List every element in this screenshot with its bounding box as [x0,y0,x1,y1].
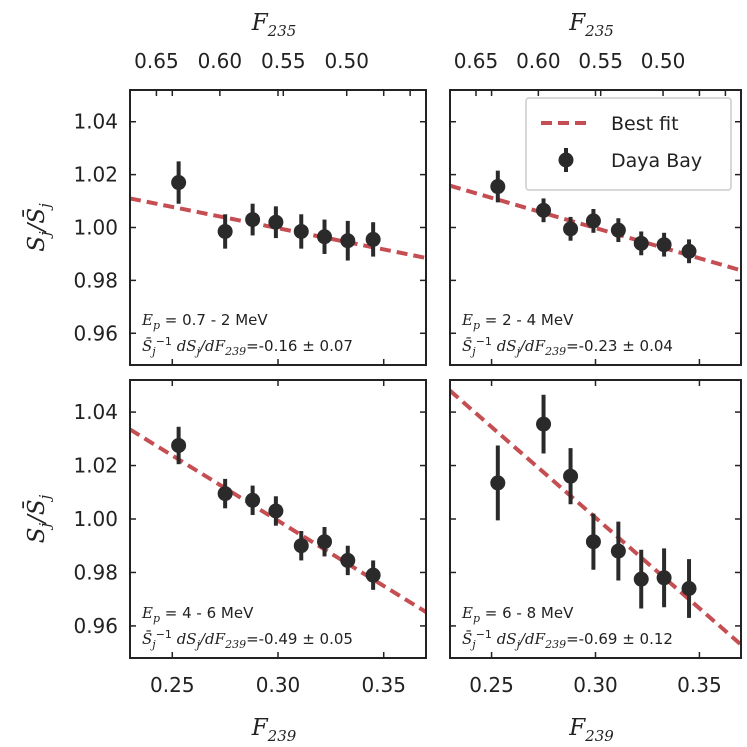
data-point [656,570,672,586]
data-point [217,223,233,239]
data-point [633,235,649,251]
energy-label: Ep = 6 - 8 MeV [461,604,574,625]
best-fit-line [130,427,426,614]
top-axis-title: F235 [251,10,297,40]
x-tick-label: 0.30 [256,673,301,697]
y-tick-label: 0.98 [73,560,118,584]
slope-label: S̄j−1 dSj/dF239=-0.69 ± 0.12 [462,628,673,651]
data-point [490,475,506,491]
data-point [536,202,552,218]
data-point [317,229,333,245]
data-point [268,503,284,519]
top-tick-label: 0.60 [198,49,243,73]
y-tick-label: 0.96 [73,321,118,345]
data-point [365,231,381,247]
data-point [563,468,579,484]
top-tick-label: 0.50 [324,49,369,73]
top-tick-label: 0.60 [516,49,561,73]
data-point [245,212,261,228]
x-tick-label: 0.25 [150,673,195,697]
x-axis-title: F239 [251,715,297,745]
top-tick-label: 0.55 [261,49,306,73]
top-axis-title: F235 [568,10,614,40]
data-point [293,538,309,554]
data-point [585,213,601,229]
top-tick-label: 0.50 [641,49,686,73]
slope-label: S̄j−1 dSj/dF239=-0.16 ± 0.07 [142,335,353,358]
data-point [681,243,697,259]
data-point [610,543,626,559]
data-point [340,552,356,568]
legend: Best fit Daya Bay [525,97,732,191]
data-point [681,581,697,596]
data-point [490,179,506,195]
panel-3: 0.25 0.30 0.35 F239 0.96 0.98 1.00 1.02 1.04 Sj/S… [23,379,427,745]
panel-1: 0.65 0.60 0.55 0.50 F235 0.96 0.98 1.00 1.02 1.04… [23,10,427,366]
energy-label: Ep = 4 - 6 MeV [141,604,254,625]
y-tick-label: 1.02 [73,454,118,478]
y-axis-title: Sj/S̄j [23,203,54,252]
x-axis-title: F239 [568,715,614,745]
x-tick-label: 0.25 [469,673,514,697]
y-tick-label: 1.04 [73,110,118,134]
slope-label: S̄j−1 dSj/dF239=-0.49 ± 0.05 [142,628,353,651]
legend-data-label: Daya Bay [611,150,702,172]
x-tick-label: 0.30 [573,673,618,697]
data-point [656,237,672,253]
y-tick-label: 0.96 [73,614,118,638]
best-fit-line [450,389,741,647]
top-tick-label: 0.55 [578,49,623,73]
data-point [633,571,649,587]
x-tick-label: 0.35 [361,673,406,697]
top-tick-label: 0.65 [134,49,179,73]
data-point [171,175,187,191]
energy-label: Ep = 2 - 4 MeV [461,311,574,332]
y-axis-title: Sj/S̄j [23,494,54,543]
top-tick-label: 0.65 [454,49,499,73]
data-point [217,486,233,502]
legend-fit-label: Best fit [611,113,679,135]
energy-label: Ep = 0.7 - 2 MeV [141,311,268,332]
data-point [317,534,333,550]
y-tick-label: 1.00 [73,507,118,531]
slope-label: S̄j−1 dSj/dF239=-0.23 ± 0.04 [462,335,673,358]
x-tick-label: 0.35 [677,673,722,697]
data-point [340,233,356,249]
data-point [171,437,187,453]
data-point [536,416,552,432]
data-point [245,492,261,508]
data-point [268,214,284,230]
y-tick-label: 0.98 [73,268,118,292]
panel-2: 0.65 0.60 0.55 0.50 F235 Ep = 2 - 4 MeV S̄j−1 … [449,10,742,366]
legend-box [525,97,732,191]
y-tick-label: 1.04 [73,400,118,424]
data-point [585,534,601,550]
data-point [563,221,579,237]
data-point [293,223,309,239]
legend-data-swatch [558,152,574,168]
y-tick-label: 1.00 [73,216,118,240]
panel-4: 0.25 0.30 0.35 F239 Ep = 6 - 8 MeV S̄j−1 dSj/… [449,379,742,745]
y-tick-label: 1.02 [73,163,118,187]
data-point [365,567,381,583]
data-point [610,222,626,238]
